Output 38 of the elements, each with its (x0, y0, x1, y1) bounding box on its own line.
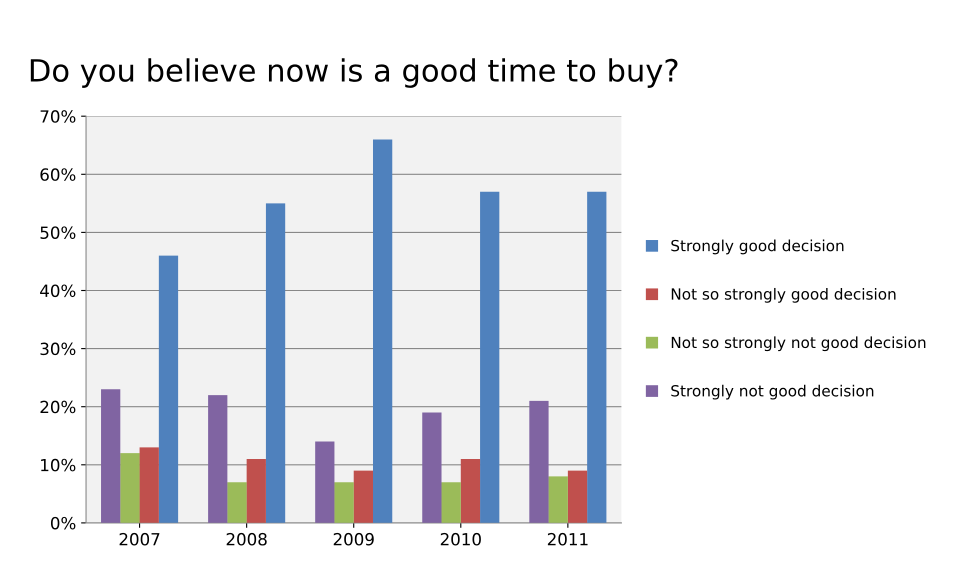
bar (246, 458, 266, 523)
bar (208, 395, 228, 523)
x-tick-label: 2009 (334, 532, 374, 546)
bar (315, 442, 334, 523)
y-tick-label: 30% (40, 342, 76, 356)
bar (568, 470, 588, 523)
y-tick-label: 0% (50, 516, 76, 530)
x-tick-label: 2011 (548, 532, 588, 546)
legend-label: Strongly good decision (671, 240, 844, 254)
y-tick-label: 20% (40, 400, 76, 414)
y-tick-label: 60% (40, 168, 76, 181)
bar (460, 458, 480, 523)
bar (442, 482, 461, 523)
bar (158, 256, 178, 523)
bar (548, 476, 568, 523)
y-tick-label: 10% (41, 458, 76, 472)
y-tick-label: 70% (40, 110, 76, 123)
bar (120, 453, 140, 523)
bar (101, 389, 120, 523)
legend-label: Not so strongly not good decision (672, 336, 926, 352)
y-tick-label: 50% (40, 226, 76, 239)
x-tick-label: 2008 (226, 532, 267, 546)
legend-label: Strongly not good decision (671, 384, 874, 400)
bar (587, 192, 606, 523)
bar (480, 192, 500, 523)
x-tick-label: 2010 (440, 532, 481, 546)
bar (354, 470, 373, 523)
x-tick-label: 2007 (120, 532, 160, 546)
bar (372, 139, 392, 523)
bar (422, 412, 442, 523)
bar (529, 400, 549, 523)
legend-label: Not so strongly good decision (672, 288, 896, 303)
bar (227, 482, 247, 523)
bar (266, 203, 286, 523)
bar (140, 447, 159, 523)
chart-title: Do you believe now is a good time to buy? (30, 58, 678, 88)
y-tick-label: 40% (40, 284, 76, 298)
bar (334, 482, 354, 523)
